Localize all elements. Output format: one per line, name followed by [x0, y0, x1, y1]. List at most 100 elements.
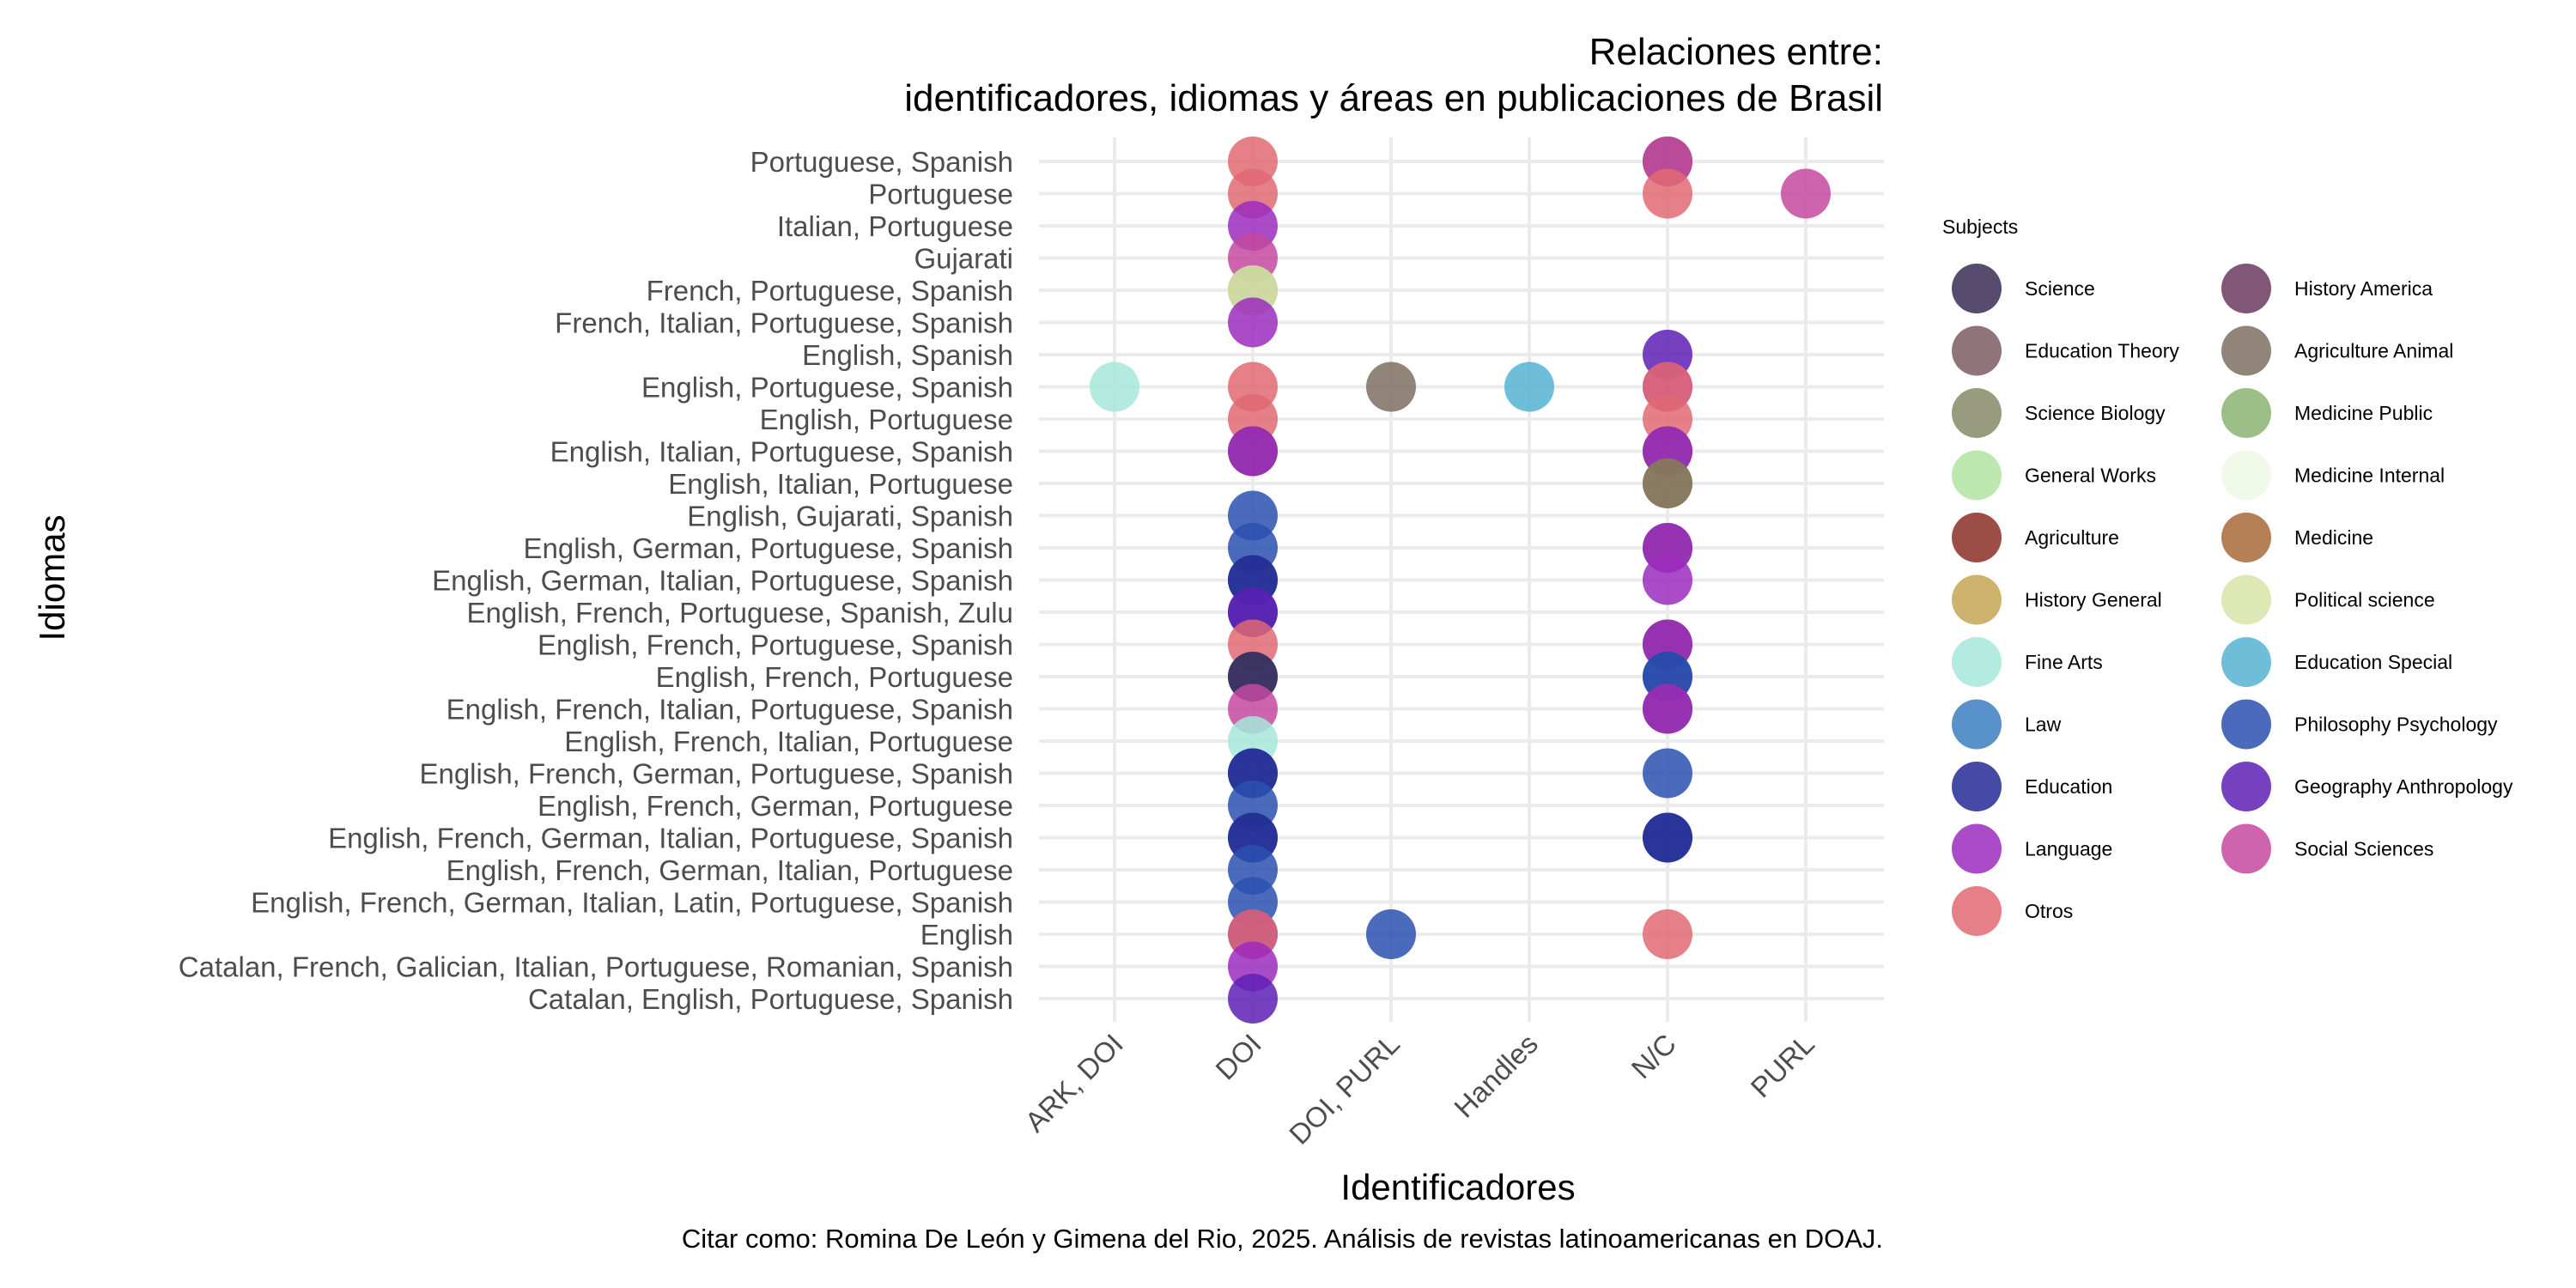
legend-swatch	[2221, 574, 2271, 625]
legend-swatch	[2221, 823, 2271, 874]
legend-label: Education Theory	[2025, 340, 2179, 362]
legend-swatch	[1952, 699, 2002, 750]
legend-swatch	[2221, 513, 2271, 562]
data-point	[1643, 459, 1692, 508]
legend-swatch	[2221, 264, 2271, 313]
legend-swatch	[1952, 264, 2002, 313]
y-tick-label: English, Gujarati, Spanish	[687, 501, 1013, 532]
legend-label: Science	[2025, 277, 2095, 300]
data-point	[1228, 297, 1278, 348]
y-tick-label: English, French, Portuguese	[656, 661, 1013, 693]
y-tick-label: Catalan, English, Portuguese, Spanish	[528, 983, 1013, 1015]
y-axis-label: Idiomas	[32, 514, 72, 641]
legend-swatch	[1952, 823, 2002, 874]
chart-caption: Citar como: Romina De León y Gimena del …	[681, 1224, 1883, 1254]
legend-label: Medicine	[2294, 526, 2373, 549]
y-tick-label: Gujarati	[914, 243, 1013, 275]
data-point	[1643, 909, 1692, 959]
y-tick-label: English, Italian, Portuguese, Spanish	[550, 436, 1013, 468]
legend-label: Political science	[2294, 589, 2435, 611]
x-tick-label: Handles	[1448, 1028, 1544, 1124]
y-tick-label: English, German, Italian, Portuguese, Sp…	[432, 565, 1013, 597]
legend-label: Agriculture Animal	[2294, 340, 2453, 362]
legend-label: General Works	[2025, 465, 2156, 487]
x-tick-labels: ARK, DOI DOI DOI, PURL Handles N/C PURL	[1018, 1028, 1820, 1151]
legend-swatch	[2221, 325, 2271, 376]
y-tick-label: French, Italian, Portuguese, Spanish	[555, 307, 1013, 339]
legend-label: Social Sciences	[2294, 838, 2433, 860]
y-tick-label: Catalan, French, Galician, Italian, Port…	[179, 951, 1013, 983]
y-tick-label: English, Italian, Portuguese	[668, 468, 1013, 500]
data-point	[1228, 974, 1278, 1024]
legend-label: Medicine Internal	[2294, 465, 2445, 487]
y-tick-label: English, French, German, Italian, Latin,…	[251, 887, 1013, 919]
y-tick-label: French, Portuguese, Spanish	[647, 275, 1013, 307]
legend-swatch	[1952, 574, 2002, 625]
legend-swatch	[2221, 762, 2271, 811]
legend-label: Fine Arts	[2025, 651, 2103, 673]
x-tick-label: N/C	[1625, 1028, 1682, 1084]
y-tick-labels: Catalan, English, Portuguese, SpanishCat…	[179, 146, 1013, 1015]
y-tick-label: Italian, Portuguese	[777, 210, 1013, 242]
legend-label: Geography Anthropology	[2294, 775, 2513, 798]
legend-swatch	[1952, 886, 2002, 936]
legend-label: Agriculture	[2025, 526, 2119, 549]
grid-lines	[1039, 137, 1884, 1022]
legend-swatch	[2221, 637, 2271, 687]
data-point	[1643, 812, 1692, 863]
y-tick-label: Portuguese	[868, 179, 1013, 210]
y-tick-label: English, French, Portuguese, Spanish, Zu…	[466, 597, 1013, 629]
x-tick-label: DOI	[1209, 1028, 1267, 1086]
legend-label: Otros	[2025, 900, 2073, 922]
legend-label: Science Biology	[2025, 402, 2166, 424]
y-tick-label: English, French, German, Italian, Portug…	[328, 823, 1013, 854]
legend-swatch	[2221, 450, 2271, 501]
y-tick-label: English, French, Portuguese, Spanish	[538, 629, 1013, 661]
y-tick-label: Portuguese, Spanish	[750, 146, 1013, 178]
x-axis-label: Identificadores	[1340, 1167, 1575, 1207]
data-point	[1643, 748, 1692, 799]
x-tick-label: DOI, PURL	[1283, 1028, 1406, 1151]
legend-swatch	[1952, 388, 2002, 438]
y-tick-label: English, French, Italian, Portuguese	[564, 726, 1013, 757]
y-tick-label: English, French, German, Italian, Portug…	[447, 854, 1013, 886]
y-tick-label: English, French, German, Portuguese, Spa…	[419, 758, 1013, 790]
legend-label: Education	[2025, 775, 2112, 798]
legend-swatch	[1952, 325, 2002, 376]
x-tick-label: ARK, DOI	[1018, 1028, 1129, 1139]
y-tick-label: English, Portuguese	[760, 404, 1013, 435]
y-tick-label: English, French, Italian, Portuguese, Sp…	[447, 694, 1013, 726]
data-point	[1090, 361, 1139, 412]
legend-label: Education Special	[2294, 651, 2452, 673]
y-tick-label: English, Spanish	[802, 339, 1013, 371]
legend-label: Medicine Public	[2294, 402, 2433, 424]
data-point	[1643, 168, 1692, 219]
data-point	[1643, 555, 1692, 605]
x-tick-label: PURL	[1745, 1028, 1820, 1103]
chart-title-line-1: Relaciones entre:	[1589, 31, 1883, 73]
legend-label: Language	[2025, 838, 2112, 860]
legend: Subjects Science History America Education…	[1942, 216, 2513, 936]
data-point	[1781, 168, 1831, 219]
legend-swatch	[1952, 450, 2002, 501]
legend-swatch	[1952, 762, 2002, 811]
data-point	[1366, 909, 1416, 959]
legend-label: History General	[2025, 589, 2162, 611]
legend-swatch	[1952, 513, 2002, 562]
legend-swatch	[1952, 637, 2002, 687]
legend-label: Philosophy Psychology	[2294, 714, 2498, 736]
y-tick-label: English, Portuguese, Spanish	[641, 372, 1013, 404]
data-point	[1366, 361, 1416, 412]
y-tick-label: English, French, German, Portuguese	[538, 790, 1013, 822]
y-tick-label: English, German, Portuguese, Spanish	[524, 532, 1014, 564]
chart-title-line-2: identificadores, idiomas y áreas en publ…	[904, 77, 1883, 119]
legend-swatch	[2221, 699, 2271, 750]
data-points	[1090, 137, 1831, 1024]
legend-swatch	[2221, 388, 2271, 438]
data-point	[1504, 361, 1554, 412]
y-tick-label: English	[920, 919, 1013, 951]
legend-title: Subjects	[1942, 216, 2018, 238]
data-point	[1228, 426, 1278, 477]
legend-label: History America	[2294, 277, 2433, 300]
